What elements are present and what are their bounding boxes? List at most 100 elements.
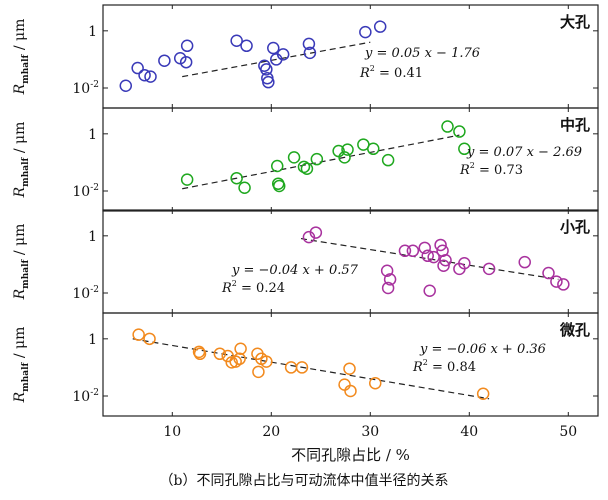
data-point	[270, 159, 284, 173]
fit-equation: y = 0.05 x − 1.76	[364, 46, 480, 61]
data-point	[458, 256, 471, 270]
data-point	[119, 79, 133, 92]
data-point	[542, 266, 555, 280]
r-squared-label: R2 = 0.84	[412, 358, 476, 375]
r-squared-label: R2 = 0.24	[221, 279, 285, 296]
data-point	[267, 41, 280, 55]
data-point	[434, 238, 447, 252]
fit-equation: y = 0.07 x − 2.69	[466, 145, 582, 160]
y-tick-label: 10-2	[72, 183, 99, 200]
y-tick-label: 10-2	[72, 388, 99, 405]
data-point	[439, 253, 452, 267]
x-tick-label: 30	[361, 424, 379, 440]
panel-frame	[102, 209, 599, 314]
y-tick-label: 1	[88, 127, 97, 143]
data-point	[557, 278, 570, 291]
fit-equation: y = −0.04 x + 0.57	[231, 263, 359, 278]
data-point	[437, 259, 450, 272]
data-point	[144, 70, 157, 83]
y-tick-label: 1	[88, 24, 97, 40]
data-point	[238, 181, 251, 195]
data-point	[240, 39, 253, 53]
data-point	[458, 142, 471, 156]
data-point	[359, 25, 372, 39]
data-point	[272, 179, 286, 193]
data-point	[518, 255, 531, 269]
x-tick-label: 20	[262, 424, 280, 440]
panel-name: 微孔	[559, 321, 590, 339]
panel-frame	[102, 312, 599, 417]
data-point	[179, 55, 193, 69]
data-point	[230, 171, 243, 185]
y-axis-label: Rmhalf / μm	[12, 19, 31, 96]
y-axis-label: Rmhalf / μm	[12, 224, 31, 301]
panel-1: 10-2 1 Rmhalf / μm 大孔 y = 0.05 x − 1.76 R2 = …	[12, 4, 599, 109]
x-tick-label: 50	[559, 424, 577, 440]
y-tick-label: 10-2	[72, 80, 99, 97]
data-point	[373, 20, 387, 33]
data-point	[131, 61, 144, 75]
data-point	[482, 262, 496, 276]
data-point	[252, 365, 265, 379]
data-point	[297, 160, 311, 174]
data-point	[213, 347, 227, 361]
y-tick-label: 1	[88, 332, 97, 348]
data-point	[180, 39, 194, 53]
data-point	[380, 264, 394, 278]
data-point	[234, 342, 247, 355]
data-point	[381, 153, 395, 167]
data-point	[418, 241, 431, 255]
panel-name: 中孔	[560, 116, 590, 134]
data-point	[260, 355, 273, 368]
data-point	[295, 361, 309, 374]
data-point	[132, 328, 145, 341]
y-axis-label: Rmhalf / μm	[12, 122, 31, 199]
data-point	[158, 54, 171, 67]
data-point	[138, 68, 151, 82]
data-point	[421, 249, 434, 263]
fit-equation: y = −0.06 x + 0.36	[419, 342, 546, 357]
fit-line	[132, 338, 490, 400]
r-squared-label: R2 = 0.41	[359, 64, 423, 81]
data-point	[300, 162, 314, 176]
data-point	[343, 362, 356, 375]
data-point	[230, 34, 243, 47]
x-axis-label: 不同孔隙占比 / %	[291, 446, 410, 464]
data-point	[406, 244, 420, 258]
panel-name: 大孔	[560, 13, 590, 31]
chart-svg: 10-2 1 Rmhalf / μm 大孔 y = 0.05 x − 1.76 R2 = …	[12, 4, 599, 464]
data-point	[287, 151, 301, 164]
y-axis-label: Rmhalf / μm	[12, 327, 31, 404]
data-point	[302, 37, 316, 51]
data-point	[180, 173, 194, 186]
data-point	[338, 151, 351, 164]
data-point	[260, 63, 273, 76]
data-point	[427, 250, 440, 264]
data-point	[369, 376, 382, 390]
data-point	[262, 75, 275, 89]
data-point	[398, 244, 412, 258]
data-point	[441, 120, 454, 133]
data-point	[367, 142, 380, 156]
data-point	[143, 332, 156, 346]
x-tick-label: 40	[460, 424, 478, 440]
y-tick-label: 1	[88, 229, 97, 245]
panel-frame	[102, 4, 599, 109]
data-point	[276, 48, 290, 61]
data-point	[381, 281, 395, 295]
data-point	[383, 273, 397, 286]
panel-name: 小孔	[560, 218, 590, 236]
data-point	[341, 143, 354, 156]
data-point	[233, 352, 246, 366]
data-point	[309, 226, 323, 239]
y-tick-label: 10-2	[72, 285, 99, 302]
data-point	[303, 46, 317, 60]
data-point	[476, 387, 490, 400]
data-point	[338, 378, 351, 391]
data-point	[193, 347, 207, 361]
fit-line	[300, 238, 559, 280]
